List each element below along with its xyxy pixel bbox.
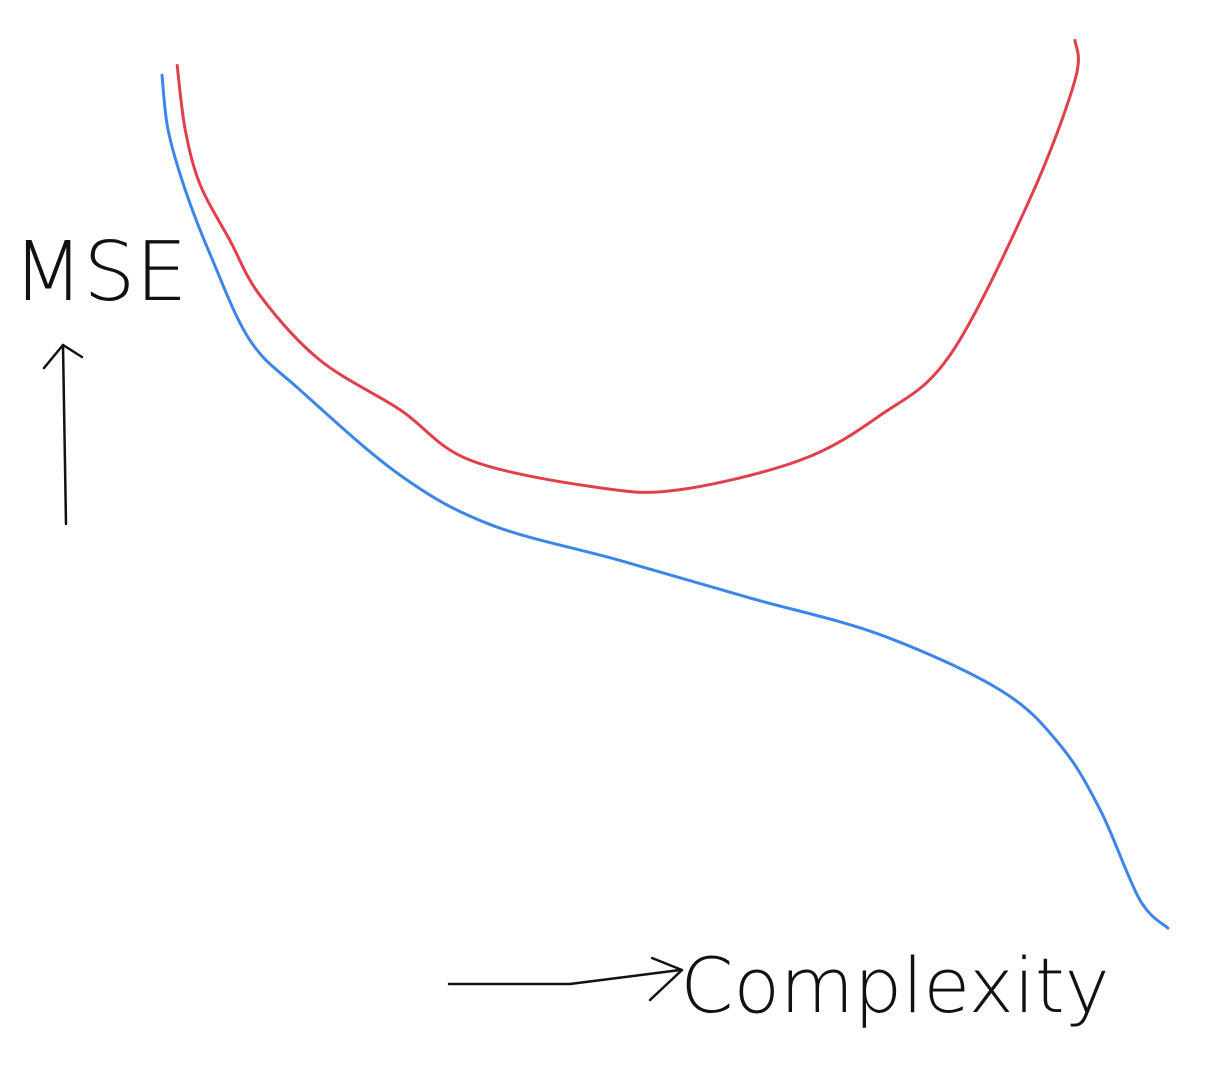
y-axis-arrow xyxy=(42,343,84,526)
x-axis-label: Complexity xyxy=(680,941,1109,1030)
y-axis-label: MSE xyxy=(13,225,188,320)
x-axis-arrow xyxy=(447,956,684,1002)
series-line xyxy=(160,73,1170,930)
series-line xyxy=(175,38,1080,494)
